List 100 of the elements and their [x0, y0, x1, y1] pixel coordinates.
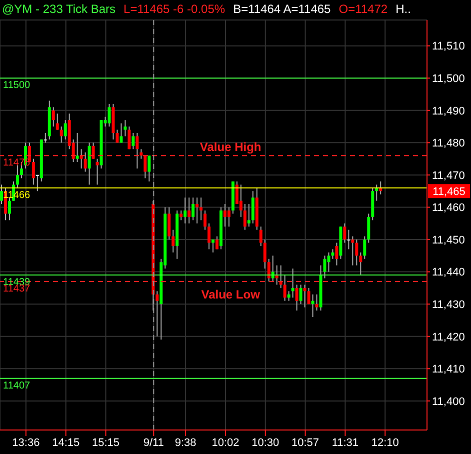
candlestick	[16, 164, 19, 188]
candlestick	[96, 158, 99, 186]
candlestick	[343, 222, 346, 244]
candlestick	[76, 132, 79, 163]
x-tick-label: 11:31	[332, 436, 359, 449]
candlestick	[124, 120, 127, 137]
candlestick	[227, 206, 230, 228]
x-tick-label: 12:10	[371, 436, 399, 449]
text: B=11464 A=11465	[233, 2, 331, 16]
annotation: 11,465	[432, 186, 466, 198]
candlestick	[32, 158, 35, 186]
candlestick	[60, 126, 63, 144]
candlestick	[80, 148, 83, 170]
y-tick-label: 11,420	[432, 331, 465, 344]
candlestick	[36, 174, 39, 192]
y-tick-label: 11,480	[432, 138, 465, 150]
x-tick-label: 9/11	[143, 436, 164, 449]
ref-line-label: 11437	[3, 284, 31, 295]
y-tick-label: 11,410	[432, 364, 465, 376]
candlestick	[84, 152, 87, 172]
candlestick	[315, 294, 318, 312]
candlestick	[196, 197, 199, 224]
candlestick	[208, 222, 211, 250]
y-tick-label: 11,400	[432, 396, 465, 408]
candlestick	[52, 106, 55, 128]
candlestick	[180, 210, 183, 221]
candlestick	[351, 236, 354, 266]
candlestick	[136, 132, 139, 170]
x-tick-label: 13:36	[12, 436, 40, 449]
candlestick	[108, 103, 111, 128]
candlestick	[335, 242, 338, 266]
candlestick	[291, 268, 294, 298]
y-tick-label: 11,460	[432, 202, 465, 214]
y-tick-label: 11,430	[432, 299, 465, 311]
annotation: Value Low	[201, 288, 261, 302]
candlestick	[267, 258, 270, 282]
candlestick	[331, 248, 334, 260]
y-tick-label: 11,500	[432, 73, 465, 86]
candlestick	[359, 252, 362, 276]
y-tick-label: 11,450	[432, 234, 465, 246]
candlestick	[263, 239, 266, 270]
candlestick	[243, 204, 246, 230]
candlestick	[212, 239, 215, 253]
candlestick	[215, 236, 218, 250]
x-tick-label: 9:38	[174, 436, 196, 449]
x-tick-label: 15:15	[92, 436, 120, 449]
candlestick	[148, 155, 151, 182]
candlestick	[188, 197, 191, 224]
chart-title: @YM - 233 Tick Bars	[2, 2, 116, 16]
candlestick	[200, 197, 203, 221]
candlestick	[116, 129, 119, 144]
text: O=11472	[338, 2, 388, 16]
candlestick	[363, 236, 366, 260]
y-tick-label: 11,470	[432, 170, 465, 182]
candlestick	[156, 290, 159, 337]
candlestick	[327, 252, 330, 272]
candlestick	[287, 290, 290, 302]
candlestick	[172, 229, 175, 253]
x-tick-label: 14:15	[52, 436, 80, 449]
ref-line-label: 11407	[3, 380, 31, 392]
candlestick	[295, 284, 298, 312]
y-tick-label: 11,510	[432, 40, 465, 53]
candlestick	[56, 113, 59, 130]
annotation: Value High	[200, 140, 262, 154]
candlestick	[251, 190, 254, 224]
candlestick	[128, 126, 131, 150]
candlestick	[275, 264, 278, 286]
candlestick	[168, 206, 171, 240]
candlestick	[247, 204, 250, 228]
candlestick	[239, 184, 242, 218]
x-tick-label: 10:02	[212, 436, 240, 449]
candlestick	[204, 210, 207, 230]
candlestick	[8, 197, 11, 221]
candlestick	[92, 142, 95, 160]
candlestick	[311, 294, 314, 318]
candlestick	[64, 120, 67, 140]
text: L=11465 -6 -0.05%	[124, 2, 226, 16]
candlestick	[307, 287, 310, 305]
y-tick-label: 11,490	[432, 105, 465, 118]
candlestick	[88, 142, 91, 186]
candlestick	[132, 132, 135, 150]
candlestick	[303, 284, 306, 308]
candlestick	[44, 132, 47, 144]
x-tick-label: 10:30	[252, 436, 280, 449]
candlestick	[283, 274, 286, 302]
text: H..	[396, 2, 411, 16]
y-tick-label: 11,440	[432, 266, 465, 279]
candlestick	[367, 213, 370, 244]
candlestick	[223, 204, 226, 228]
candlestick	[140, 148, 143, 160]
candlestick	[299, 284, 302, 305]
x-tick-label: 10:57	[292, 436, 320, 449]
candlestick	[0, 184, 3, 205]
candlestick	[184, 197, 187, 224]
candlestick	[355, 239, 358, 266]
candlestick	[144, 155, 147, 179]
candlestick	[259, 226, 262, 246]
candlestick	[347, 229, 350, 250]
candlestick	[120, 122, 123, 144]
ref-line-label: 11500	[3, 80, 31, 92]
